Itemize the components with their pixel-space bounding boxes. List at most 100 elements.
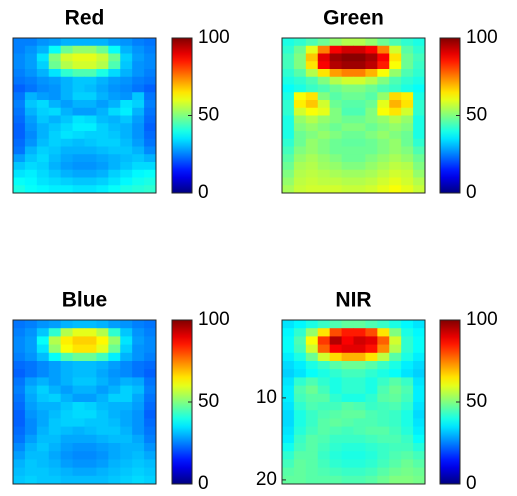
heatmap-cell <box>13 418 25 427</box>
heatmap-cell <box>120 54 132 62</box>
heatmap-cell <box>306 162 318 170</box>
heatmap-cell <box>49 77 61 85</box>
heatmap-cell <box>132 410 144 419</box>
heatmap-cell <box>13 369 25 378</box>
heatmap-cell <box>294 320 306 329</box>
heatmap-cell <box>413 377 425 386</box>
heatmap-cell <box>389 361 401 370</box>
heatmap-cell <box>294 427 306 436</box>
heatmap-cell <box>342 369 354 378</box>
heatmap-cell <box>365 154 377 162</box>
heatmap-cell <box>294 100 306 108</box>
heatmap-cell <box>73 427 85 436</box>
heatmap-cell <box>85 410 97 419</box>
heatmap-cell <box>13 185 25 193</box>
heatmap-cell <box>132 139 144 147</box>
heatmap-cell <box>401 328 413 337</box>
heatmap-cell <box>401 38 413 46</box>
heatmap-cell <box>342 100 354 108</box>
heatmap-cell <box>132 178 144 186</box>
heatmap-cell <box>389 178 401 186</box>
heatmap-cell <box>318 139 330 147</box>
heatmap-cell <box>25 38 37 46</box>
heatmap-cell <box>13 139 25 147</box>
heatmap-cell <box>96 353 108 362</box>
heatmap-cell <box>318 402 330 411</box>
heatmap-cell <box>354 46 366 54</box>
heatmap-cell <box>108 369 120 378</box>
heatmap-cell <box>85 147 97 155</box>
heatmap-cell <box>96 345 108 354</box>
heatmap-cell <box>25 320 37 329</box>
heatmap-cell <box>282 418 294 427</box>
heatmap-cell <box>294 85 306 93</box>
heatmap-cell <box>294 418 306 427</box>
heatmap-cell <box>37 108 49 116</box>
heatmap-cell <box>330 154 342 162</box>
heatmap-cell <box>413 69 425 77</box>
heatmap-cell <box>120 100 132 108</box>
heatmap-cell <box>73 377 85 386</box>
heatmap-cell <box>282 61 294 69</box>
heatmap-cell <box>413 77 425 85</box>
heatmap-cell <box>306 386 318 395</box>
heatmap-cell <box>377 139 389 147</box>
heatmap-cell <box>25 178 37 186</box>
heatmap-cell <box>365 369 377 378</box>
heatmap-cell <box>13 92 25 100</box>
heatmap-cell <box>13 170 25 178</box>
heatmap-cell <box>318 427 330 436</box>
heatmap-cell <box>132 394 144 403</box>
heatmap-cell <box>413 38 425 46</box>
heatmap-cell <box>330 345 342 354</box>
heatmap-cell <box>61 361 73 370</box>
heatmap-cell <box>49 402 61 411</box>
heatmap-cell <box>354 178 366 186</box>
heatmap-cell <box>354 353 366 362</box>
heatmap-cell <box>282 377 294 386</box>
heatmap-cell <box>85 377 97 386</box>
heatmap-cell <box>61 77 73 85</box>
heatmap-cell <box>318 394 330 403</box>
y-tick-label: 10 <box>256 387 277 408</box>
heatmap-cell <box>401 410 413 419</box>
heatmap-cell <box>354 123 366 131</box>
heatmap-cell <box>389 38 401 46</box>
heatmap-cell <box>13 353 25 362</box>
heatmap-cell <box>49 170 61 178</box>
heatmap-cell <box>389 162 401 170</box>
heatmap-cell <box>282 336 294 345</box>
heatmap-cell <box>401 178 413 186</box>
heatmap-cell <box>401 92 413 100</box>
heatmap-cell <box>96 386 108 395</box>
heatmap-cell <box>365 69 377 77</box>
heatmap-cell <box>294 92 306 100</box>
heatmap-cell <box>25 46 37 54</box>
heatmap-cell <box>354 336 366 345</box>
heatmap-cell <box>401 85 413 93</box>
heatmap-cell <box>144 54 156 62</box>
heatmap-cell <box>342 418 354 427</box>
heatmap-cell <box>306 451 318 460</box>
heatmap-cell <box>13 154 25 162</box>
heatmap-cell <box>330 361 342 370</box>
heatmap-cell <box>365 386 377 395</box>
heatmap-cell <box>330 468 342 477</box>
heatmap-cell <box>318 410 330 419</box>
heatmap-cell <box>377 61 389 69</box>
heatmap-cell <box>342 92 354 100</box>
heatmap-cell <box>37 46 49 54</box>
heatmap-cell <box>85 394 97 403</box>
heatmap-cell <box>13 410 25 419</box>
heatmap-cell <box>342 162 354 170</box>
heatmap-cell <box>282 443 294 452</box>
heatmap-cell <box>354 345 366 354</box>
heatmap-cell <box>85 320 97 329</box>
heatmap-cell <box>132 100 144 108</box>
heatmap-cell <box>306 123 318 131</box>
heatmap-cell <box>413 369 425 378</box>
heatmap-cell <box>61 328 73 337</box>
heatmap-cell <box>389 386 401 395</box>
heatmap-cell <box>85 69 97 77</box>
heatmap-cell <box>85 476 97 485</box>
